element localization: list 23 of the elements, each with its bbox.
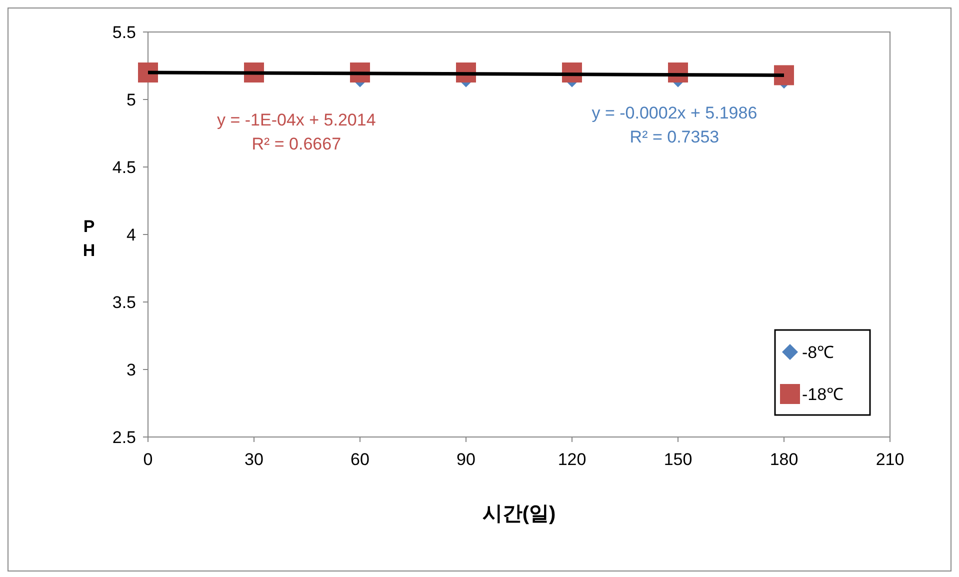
y-tick-label: 2.5: [112, 428, 136, 447]
y-tick-label: 3: [126, 360, 136, 380]
y-tick-label: 4: [126, 226, 136, 244]
point: [774, 65, 794, 86]
x-tick-label: 60: [350, 450, 370, 469]
x-tick-label: 150: [664, 450, 692, 469]
x-tick-label: 90: [456, 450, 476, 469]
point: [138, 62, 158, 82]
x-tick-label: 180: [770, 450, 798, 469]
y-tick-label: 5.5: [112, 23, 136, 42]
x-tick-label: 120: [558, 450, 586, 469]
x-tick-label: 0: [143, 450, 153, 469]
y-tick-label: 3.5: [112, 293, 136, 312]
y-axis-title: PH: [82, 217, 96, 260]
x-tick-label: 30: [244, 450, 264, 469]
x-tick-label: 210: [876, 450, 904, 469]
annotation: y = -1E-04x + 5.2014 R² = 0.6667: [217, 110, 376, 154]
legend-label: -8℃: [802, 343, 834, 362]
legend-label: -18℃: [802, 385, 844, 404]
y-tick-label: 5: [126, 90, 136, 110]
annotation: y = -0.0002x + 5.1986 R² = 0.7353: [592, 104, 758, 147]
x-axis-title: 시간(일): [482, 503, 556, 525]
y-tick-label: 4.5: [112, 158, 136, 177]
